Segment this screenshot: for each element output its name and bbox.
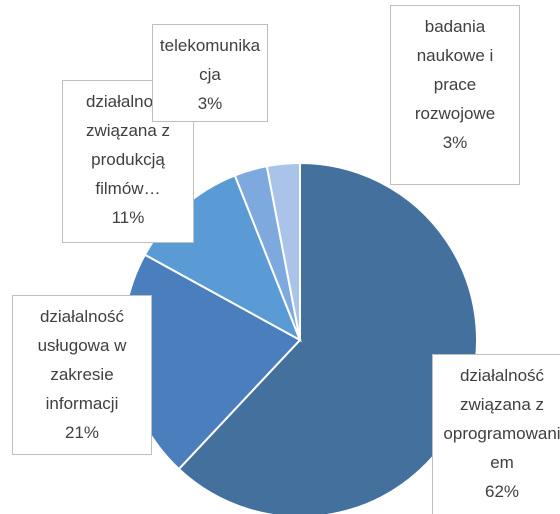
value-label: 3% — [197, 94, 223, 113]
data-label: badania naukowe i prace rozwojowe 3% — [390, 5, 520, 185]
value-label: 3% — [442, 133, 468, 152]
pie-slice — [265, 161, 301, 341]
category-label: badania naukowe i prace rozwojowe — [414, 17, 496, 123]
category-label: działalność związana z oprogramowaniem — [443, 366, 560, 472]
data-label: działalność związana z oprogramowaniem 62… — [432, 354, 560, 514]
data-label: działalność usługowa w zakresie informac… — [12, 295, 152, 455]
data-label: telekomunikacja 3% — [152, 24, 268, 122]
value-label: 21% — [64, 423, 100, 442]
value-label: 11% — [111, 208, 145, 227]
value-label: 62% — [484, 482, 520, 501]
category-label: działalność usługowa w zakresie informac… — [37, 307, 127, 413]
category-label: działalność związana z produkcją filmów… — [85, 92, 171, 198]
category-label: telekomunikacja — [159, 36, 261, 84]
